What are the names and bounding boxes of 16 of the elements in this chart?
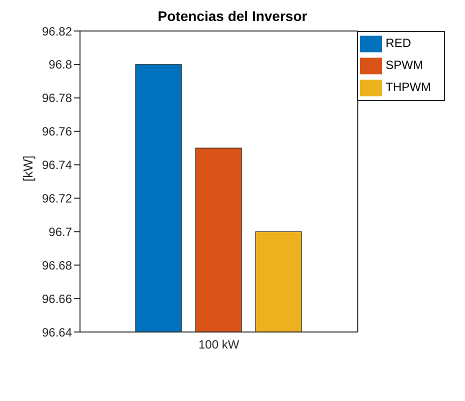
y-tick-label: 96.64 xyxy=(42,325,72,340)
y-tick-label: 96.78 xyxy=(42,91,72,106)
legend-label: SPWM xyxy=(386,58,424,72)
y-tick-label: 96.68 xyxy=(42,258,72,272)
legend-label: THPWM xyxy=(386,80,431,94)
y-tick-label: 96.76 xyxy=(42,124,72,139)
y-tick-label: 96.8 xyxy=(48,58,72,72)
y-tick-label: 96.7 xyxy=(48,224,72,239)
x-tick-label: 100 kW xyxy=(198,338,240,352)
y-tick-label: 96.82 xyxy=(42,24,72,38)
y-tick-label: 96.74 xyxy=(42,158,72,172)
legend-label: RED xyxy=(386,36,412,50)
y-tick-label: 96.66 xyxy=(42,292,72,306)
y-tick-label: 96.72 xyxy=(42,191,72,206)
chart-title: Potencias del Inversor xyxy=(156,8,308,26)
y-axis-title: [kW] xyxy=(20,156,36,182)
